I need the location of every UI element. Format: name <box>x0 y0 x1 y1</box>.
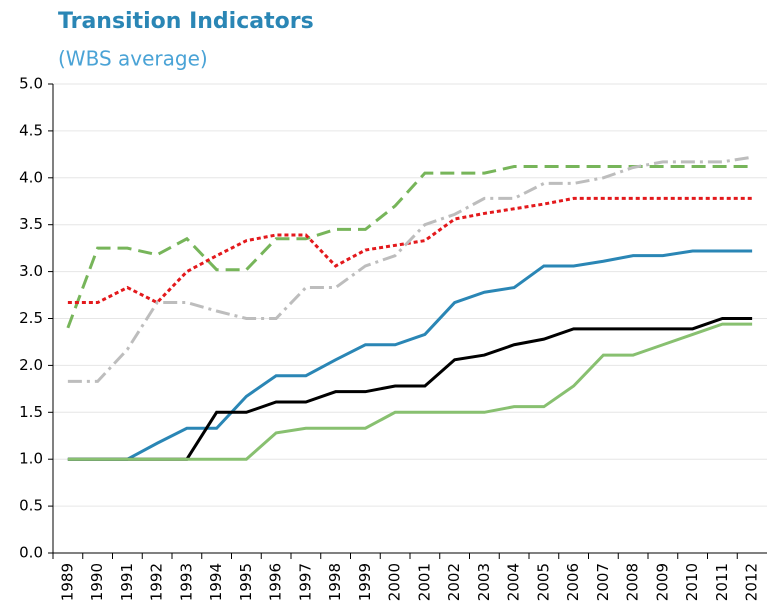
series-line <box>67 322 753 461</box>
series-line <box>67 249 753 461</box>
y-tick-label: 2.5 <box>19 309 43 327</box>
x-tick-label: 2012 <box>743 563 761 601</box>
series-line <box>67 155 753 383</box>
x-tick-label: 2011 <box>713 563 731 601</box>
x-tick-label: 2008 <box>624 563 642 601</box>
y-tick-label: 3.0 <box>19 262 43 280</box>
y-tick-label: 5.0 <box>19 75 43 93</box>
x-tick-label: 2009 <box>653 563 671 601</box>
y-tick-label: 4.5 <box>19 121 43 139</box>
y-tick-label: 2.0 <box>19 356 43 374</box>
x-tick-label: 1997 <box>296 563 314 601</box>
x-tick-label: 1989 <box>58 563 76 601</box>
y-tick-label: 3.5 <box>19 215 43 233</box>
y-tick-label: 0.5 <box>19 497 43 515</box>
y-tick-label: 1.5 <box>19 403 43 421</box>
x-tick-label: 1994 <box>207 563 225 601</box>
x-tick-label: 2003 <box>475 563 493 601</box>
x-tick-label: 1995 <box>237 563 255 601</box>
x-tick-label: 2006 <box>564 563 582 601</box>
x-tick-label: 2002 <box>445 563 463 601</box>
x-tick-label: 2007 <box>594 563 612 601</box>
x-tick-label: 1991 <box>118 563 136 601</box>
x-tick-label: 1993 <box>177 563 195 601</box>
series-line <box>67 196 753 305</box>
y-tick-label: 4.0 <box>19 168 43 186</box>
x-tick-label: 1996 <box>267 563 285 601</box>
x-tick-label: 2010 <box>683 563 701 601</box>
x-tick-label: 1992 <box>148 563 166 601</box>
y-tick-label: 1.0 <box>19 450 43 468</box>
x-tick-label: 1990 <box>88 563 106 601</box>
x-tick-label: 2004 <box>505 563 523 601</box>
chart-title: Transition Indicators <box>58 9 314 34</box>
x-tick-label: 2005 <box>534 563 552 601</box>
x-tick-label: 1999 <box>356 563 374 601</box>
x-tick-label: 1998 <box>326 563 344 601</box>
x-tick-label: 2000 <box>386 563 404 601</box>
x-tick-label: 2001 <box>415 563 433 601</box>
chart-subtitle: (WBS average) <box>58 47 208 71</box>
y-tick-label: 0.0 <box>19 544 43 562</box>
